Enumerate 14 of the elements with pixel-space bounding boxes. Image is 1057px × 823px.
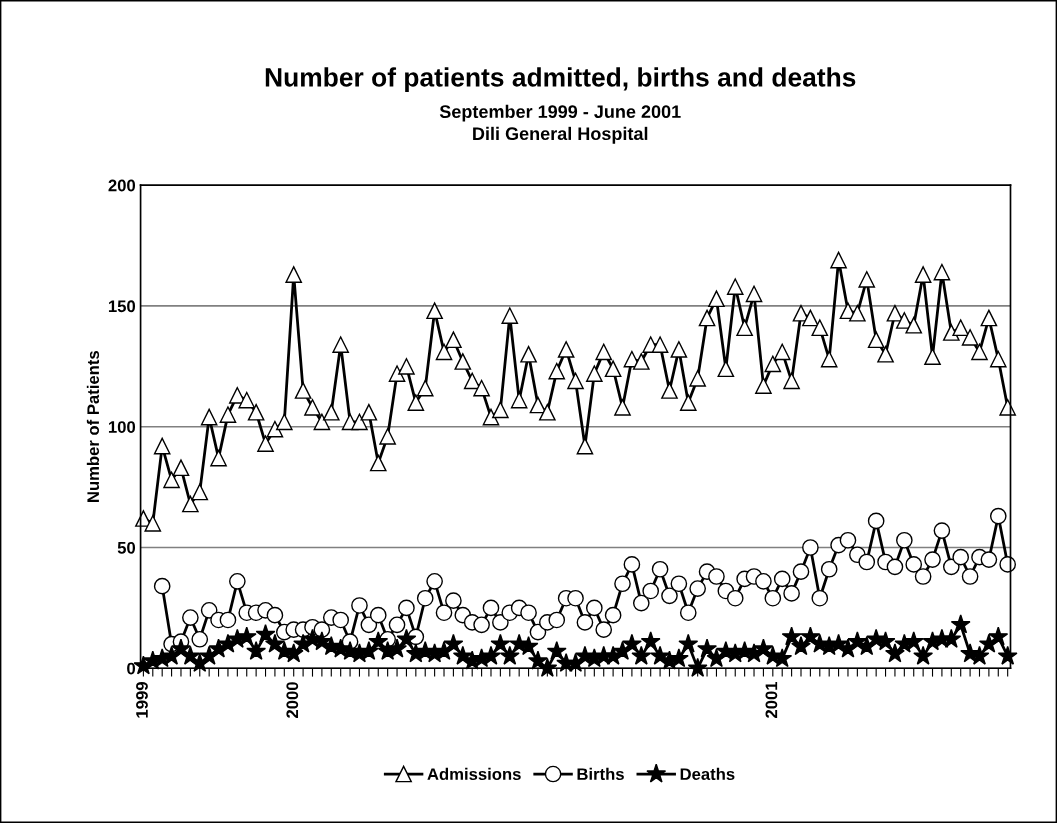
legend-label: Admissions (427, 767, 521, 781)
chart-subtitle: September 1999 - June 2001 Dili General Hospital (439, 104, 681, 144)
x-tick-label: 2000 (286, 682, 299, 718)
y-tick-label: 50 (117, 541, 136, 554)
legend-label: Deaths (680, 767, 735, 781)
y-tick-label: 0 (127, 662, 136, 675)
chart-title: Number of patients admitted, births and deaths (265, 67, 856, 92)
y-tick-label: 150 (108, 300, 136, 313)
legend-label: Births (577, 767, 624, 781)
x-tick-label: 2001 (765, 681, 778, 718)
y-tick-label: 100 (108, 421, 136, 433)
x-tick-label: 1999 (136, 682, 148, 718)
y-tick-label: 200 (108, 179, 136, 192)
y-axis-title: Number of Patients (86, 351, 100, 503)
